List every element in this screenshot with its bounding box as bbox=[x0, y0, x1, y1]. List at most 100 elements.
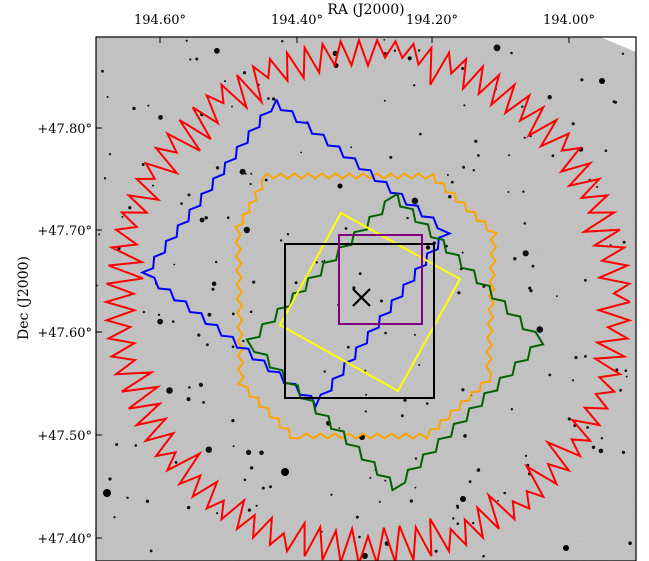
star bbox=[448, 195, 452, 199]
star bbox=[521, 105, 524, 108]
star bbox=[571, 379, 575, 382]
star bbox=[547, 95, 552, 100]
star bbox=[528, 286, 532, 290]
star bbox=[205, 446, 212, 453]
star bbox=[474, 139, 478, 143]
star bbox=[242, 339, 245, 343]
star bbox=[378, 500, 381, 503]
star bbox=[621, 450, 626, 454]
star bbox=[369, 476, 372, 479]
ra-tick-label: 194.40° bbox=[271, 13, 323, 28]
purple-footprint bbox=[338, 234, 423, 325]
star bbox=[358, 272, 362, 275]
star bbox=[103, 177, 107, 180]
star bbox=[261, 486, 265, 490]
star bbox=[555, 295, 558, 298]
star bbox=[510, 51, 513, 55]
x-mark-icon bbox=[352, 288, 371, 307]
star bbox=[598, 448, 604, 454]
star bbox=[243, 226, 250, 234]
star bbox=[434, 549, 438, 553]
star bbox=[407, 56, 412, 61]
star bbox=[588, 178, 591, 181]
ra-tick-label: 194.00° bbox=[543, 13, 595, 28]
star bbox=[380, 299, 383, 303]
star bbox=[352, 286, 356, 290]
star bbox=[523, 222, 527, 225]
star bbox=[419, 132, 422, 136]
star bbox=[507, 191, 510, 193]
plot-frame bbox=[95, 36, 637, 561]
star-field bbox=[96, 38, 632, 560]
star bbox=[462, 165, 466, 169]
star bbox=[157, 318, 164, 325]
star bbox=[132, 106, 136, 111]
dec-tick-marks bbox=[96, 127, 102, 539]
star bbox=[355, 515, 359, 519]
star bbox=[300, 151, 303, 154]
star bbox=[204, 216, 208, 220]
star bbox=[171, 320, 175, 323]
star bbox=[315, 261, 318, 264]
star bbox=[244, 172, 247, 175]
star bbox=[536, 326, 544, 333]
star bbox=[232, 445, 235, 448]
star bbox=[384, 331, 387, 335]
star bbox=[255, 504, 258, 507]
star bbox=[206, 343, 209, 347]
star bbox=[294, 281, 298, 285]
star bbox=[269, 485, 272, 489]
star bbox=[600, 437, 604, 440]
star bbox=[108, 153, 112, 156]
star bbox=[584, 278, 587, 282]
star bbox=[259, 450, 264, 456]
star bbox=[174, 461, 178, 464]
star bbox=[604, 149, 608, 152]
star bbox=[249, 466, 254, 470]
star bbox=[619, 388, 622, 392]
star bbox=[98, 233, 101, 236]
star bbox=[141, 163, 145, 166]
star bbox=[338, 427, 341, 429]
star bbox=[323, 259, 326, 262]
star bbox=[411, 197, 419, 205]
dec-tick-label: +47.60° bbox=[37, 326, 92, 341]
star bbox=[567, 417, 571, 421]
bright-star bbox=[337, 183, 343, 189]
star bbox=[126, 496, 129, 499]
star bbox=[358, 535, 361, 539]
star bbox=[211, 281, 217, 287]
star bbox=[166, 387, 173, 394]
blue-footprint bbox=[139, 98, 453, 410]
star bbox=[323, 370, 326, 373]
ra-tick-label: 194.60° bbox=[134, 13, 186, 28]
star bbox=[624, 369, 628, 373]
star bbox=[231, 312, 235, 316]
star bbox=[231, 105, 233, 108]
star bbox=[128, 206, 132, 210]
star bbox=[249, 182, 252, 186]
star bbox=[425, 402, 429, 405]
dec-tick-label: +47.70° bbox=[37, 224, 92, 239]
star bbox=[157, 313, 161, 316]
star bbox=[121, 215, 124, 218]
star bbox=[243, 478, 247, 482]
star bbox=[571, 122, 575, 126]
star bbox=[417, 49, 421, 52]
star bbox=[531, 264, 535, 268]
bright-star bbox=[563, 545, 569, 551]
star bbox=[463, 434, 467, 438]
star bbox=[446, 173, 449, 176]
star bbox=[472, 169, 475, 172]
star bbox=[510, 408, 513, 411]
star bbox=[246, 449, 252, 455]
star bbox=[461, 388, 465, 392]
star bbox=[389, 155, 393, 159]
star bbox=[249, 310, 253, 314]
star bbox=[418, 364, 421, 366]
star bbox=[393, 49, 397, 52]
dec-tick-label: +47.50° bbox=[37, 429, 92, 444]
ra-tick-label: 194.20° bbox=[406, 13, 458, 28]
star bbox=[461, 251, 464, 254]
star bbox=[425, 245, 431, 250]
